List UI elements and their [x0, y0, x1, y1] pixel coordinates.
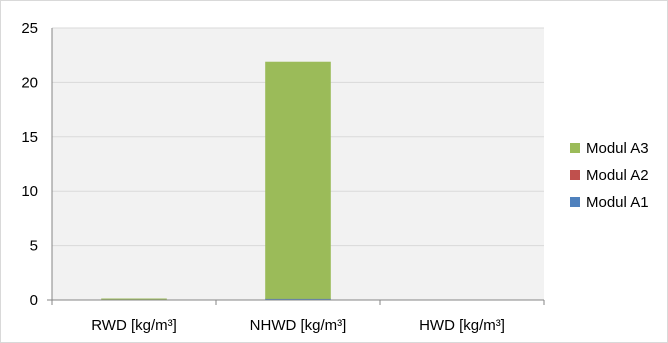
legend-swatch [570, 170, 580, 180]
y-tick-label: 10 [21, 183, 38, 200]
y-axis-ticks: 0 5 10 15 20 25 [21, 20, 38, 309]
y-tick-label: 25 [21, 20, 38, 37]
legend-swatch [570, 143, 580, 153]
bars [101, 61, 331, 300]
y-tick-label: 5 [30, 238, 38, 255]
legend-label: Modul A2 [586, 167, 649, 184]
legend-swatch [570, 197, 580, 207]
y-tick-label: 20 [21, 74, 38, 91]
axes [47, 28, 544, 301]
legend-label: Modul A3 [586, 140, 649, 157]
bar-segment [101, 298, 167, 300]
legend: Modul A3 Modul A2 Modul A1 [570, 140, 649, 211]
x-axis-ticks: RWD [kg/m³] NHWD [kg/m³] HWD [kg/m³] [51, 300, 545, 334]
y-tick-label: 0 [30, 292, 38, 309]
x-tick-label: NHWD [kg/m³] [250, 317, 347, 334]
x-tick-label: HWD [kg/m³] [419, 317, 505, 334]
bar-segment [265, 298, 331, 300]
x-tick-label: RWD [kg/m³] [91, 317, 177, 334]
bar-segment [265, 61, 331, 299]
y-tick-label: 15 [21, 129, 38, 146]
legend-label: Modul A1 [586, 194, 649, 211]
